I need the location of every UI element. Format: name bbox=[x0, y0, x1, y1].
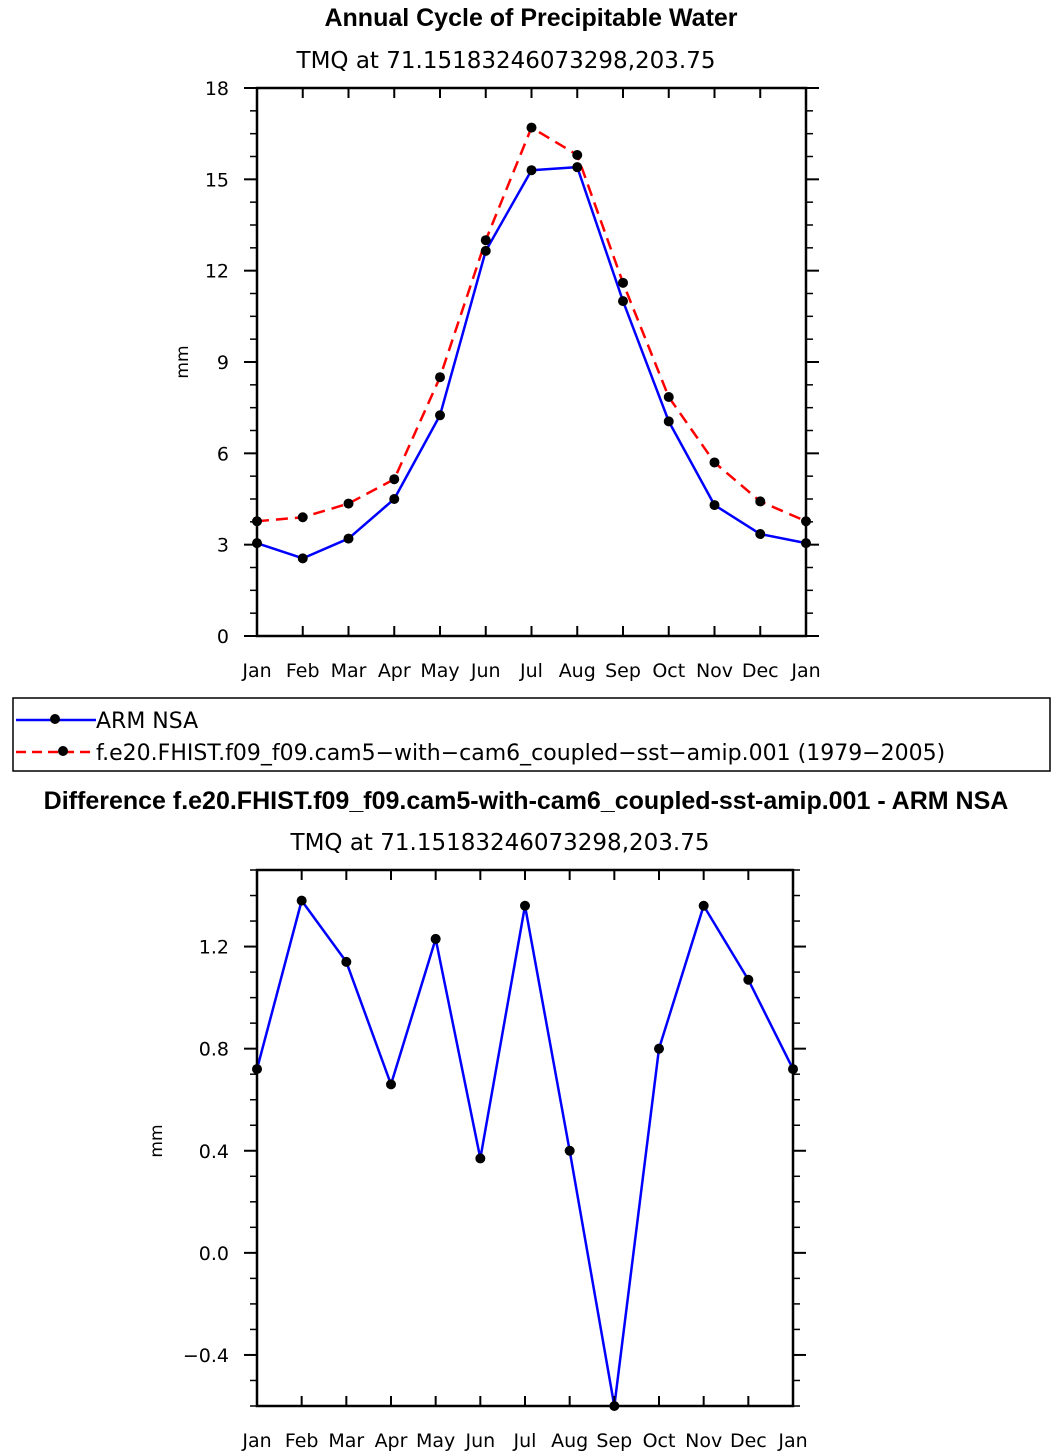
series-0-point bbox=[618, 296, 628, 307]
series-1-point bbox=[755, 496, 766, 507]
y-tick-label: 15 bbox=[205, 169, 229, 191]
difference-chart: Difference f.e20.FHIST.f09_f09.cam5-with… bbox=[44, 787, 1009, 1452]
x-tick-label: Feb bbox=[286, 660, 320, 682]
series-1-point bbox=[389, 474, 400, 485]
series-0-point bbox=[297, 553, 308, 564]
series-1-point bbox=[297, 512, 308, 523]
x-tick-label: Jan bbox=[241, 660, 271, 682]
y-tick-label: 1.2 bbox=[199, 937, 229, 959]
series-0-point bbox=[564, 1145, 575, 1156]
series-1-point bbox=[526, 122, 537, 133]
x-tick-label: Jan bbox=[777, 1430, 807, 1452]
x-tick-label: Jun bbox=[470, 660, 501, 682]
series-line-0 bbox=[256, 165, 807, 560]
x-tick-label: Aug bbox=[551, 1430, 588, 1452]
legend: ARM NSA f.e20.FHIST.f09_f09.cam5−with−ca… bbox=[12, 697, 1051, 772]
x-tick-label: Jul bbox=[519, 660, 543, 682]
series-0-point bbox=[526, 165, 537, 176]
series-0-point bbox=[743, 974, 754, 985]
y-tick-label: 0.4 bbox=[199, 1141, 229, 1163]
y-tick-label: 0 bbox=[217, 626, 229, 648]
legend-marker-model bbox=[58, 746, 68, 756]
x-tick-label: Oct bbox=[652, 660, 685, 682]
x-tick-label: Jun bbox=[464, 1430, 495, 1452]
series-0-point bbox=[520, 900, 530, 911]
y-tick-label: 12 bbox=[205, 261, 229, 283]
series-0-point bbox=[341, 956, 352, 967]
series-0-point bbox=[480, 245, 491, 256]
y-axis-label: mm bbox=[173, 345, 193, 378]
y-tick-label: 0.0 bbox=[199, 1243, 229, 1265]
series-0-point bbox=[435, 410, 445, 421]
legend-marker-arm-nsa bbox=[50, 714, 60, 724]
difference-plot-frame bbox=[255, 868, 795, 1408]
y-tick-label: 9 bbox=[217, 352, 229, 374]
y-tick-label: 3 bbox=[217, 535, 229, 557]
x-tick-label: Dec bbox=[742, 660, 779, 682]
series-0-point bbox=[389, 494, 400, 504]
x-tick-label: Sep bbox=[605, 660, 641, 682]
series-0-point bbox=[430, 933, 441, 944]
x-tick-label: Jan bbox=[241, 1430, 271, 1452]
series-0-point bbox=[386, 1079, 396, 1090]
x-tick-label: Nov bbox=[696, 660, 733, 682]
x-tick-label: Dec bbox=[730, 1430, 767, 1452]
series-0-point bbox=[755, 529, 766, 540]
x-tick-label: Nov bbox=[685, 1430, 722, 1452]
series-1-point bbox=[435, 372, 445, 383]
y-tick-label: 18 bbox=[205, 78, 229, 100]
legend-label-arm-nsa: ARM NSA bbox=[96, 709, 198, 734]
series-1-point bbox=[618, 277, 628, 288]
y-tick-label: 0.8 bbox=[199, 1039, 229, 1061]
x-tick-label: Sep bbox=[596, 1430, 632, 1452]
y-tick-label: −0.4 bbox=[183, 1345, 229, 1367]
x-tick-label: Apr bbox=[375, 1430, 408, 1452]
difference-y-axis-label: mm bbox=[147, 1124, 167, 1157]
series-1-point bbox=[663, 392, 674, 403]
x-tick-label: Mar bbox=[331, 660, 367, 682]
chart-subtitle: TMQ at 71.15183246073298,203.75 bbox=[296, 48, 716, 74]
x-tick-label: Jul bbox=[513, 1430, 537, 1452]
difference-chart-title: Difference f.e20.FHIST.f09_f09.cam5-with… bbox=[44, 787, 1009, 815]
series-line-0 bbox=[255, 899, 795, 1408]
series-0-point bbox=[475, 1153, 486, 1164]
series-0-point bbox=[654, 1043, 664, 1054]
chart-title: Annual Cycle of Precipitable Water bbox=[324, 4, 737, 32]
precipitable-water-chart: Annual Cycle of Precipitable Water TMQ a… bbox=[173, 4, 821, 682]
x-tick-label: May bbox=[420, 660, 459, 682]
difference-chart-subtitle: TMQ at 71.15183246073298,203.75 bbox=[290, 830, 710, 856]
x-tick-label: Oct bbox=[643, 1430, 676, 1452]
y-tick-label: 6 bbox=[217, 443, 229, 465]
series-1-point bbox=[480, 235, 491, 246]
legend-box bbox=[12, 697, 1051, 772]
legend-label-model: f.e20.FHIST.f09_f09.cam5−with−cam6_coupl… bbox=[96, 741, 945, 766]
series-1-point bbox=[572, 149, 583, 160]
x-tick-label: Apr bbox=[378, 660, 411, 682]
series-1-point bbox=[343, 498, 354, 509]
x-tick-label: Jan bbox=[790, 660, 820, 682]
series-0-point bbox=[663, 416, 674, 427]
x-tick-label: Aug bbox=[559, 660, 596, 682]
series-0-point bbox=[343, 533, 354, 544]
x-tick-label: Feb bbox=[285, 1430, 319, 1452]
series-0-point bbox=[698, 900, 709, 911]
series-1-point bbox=[709, 457, 720, 468]
series-line-1 bbox=[256, 126, 807, 523]
x-tick-label: Mar bbox=[328, 1430, 364, 1452]
series-0-point bbox=[709, 500, 720, 511]
series-0-point bbox=[572, 162, 583, 173]
x-tick-label: May bbox=[416, 1430, 455, 1452]
plot-frame bbox=[255, 86, 808, 638]
series-0-point bbox=[296, 895, 307, 906]
